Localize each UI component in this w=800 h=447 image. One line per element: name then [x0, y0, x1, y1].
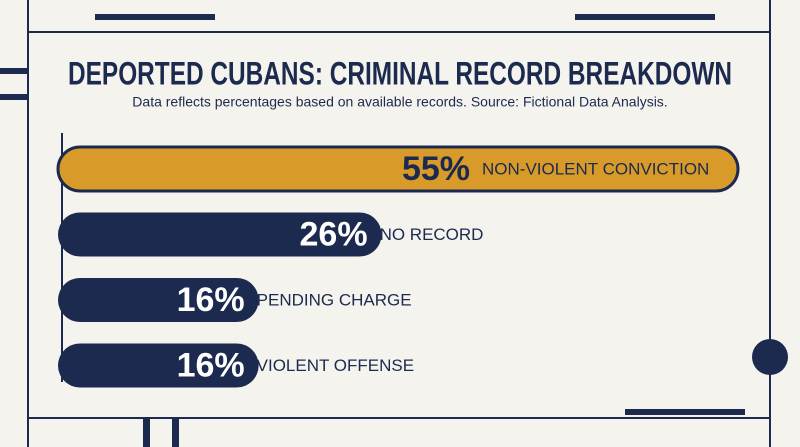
value-label: 55% [402, 150, 470, 188]
category-label: NO RECORD [380, 225, 484, 244]
chart-subtitle: Data reflects percentages based on avail… [132, 94, 667, 110]
chart-title: DEPORTED CUBANS: CRIMINAL RECORD BREAKDO… [68, 55, 732, 91]
bar [58, 212, 382, 257]
bar [58, 343, 259, 388]
value-label: 16% [177, 281, 245, 319]
category-label: NON-VIOLENT CONVICTION [482, 159, 709, 178]
decorations [0, 14, 788, 447]
frame [27, 0, 771, 447]
value-label: 26% [300, 215, 368, 253]
category-label: PENDING CHARGE [257, 290, 412, 309]
value-label: 16% [177, 346, 245, 384]
bar [58, 278, 259, 322]
category-label: VIOLENT OFFENSE [257, 356, 414, 375]
bar [56, 145, 740, 193]
